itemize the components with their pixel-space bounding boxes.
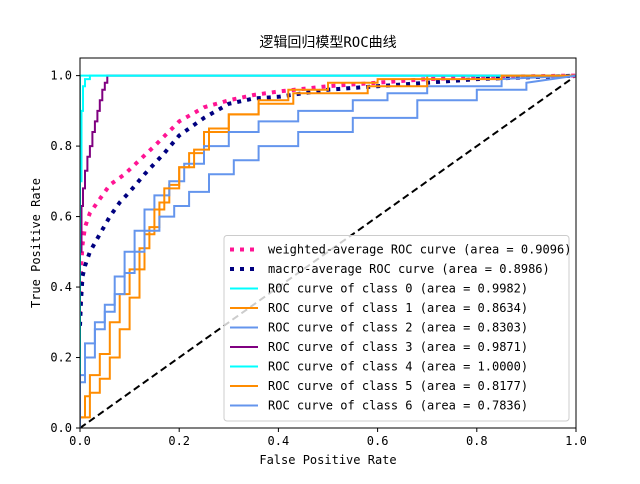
legend-label: ROC curve of class 2 (area = 0.8303) — [268, 321, 528, 335]
series-line-roc-curve-of-class-4 — [80, 74, 576, 428]
legend-label: ROC curve of class 1 (area = 0.8634) — [268, 301, 528, 315]
diagonal-reference-line — [80, 74, 576, 428]
x-tick-label: 1.0 — [565, 434, 587, 448]
series-line-macro-average-roc-curve — [80, 73, 576, 326]
y-tick-label: 0.0 — [50, 421, 72, 435]
x-tick-label: 0.0 — [69, 434, 91, 448]
legend-box — [223, 235, 570, 422]
legend-label: ROC curve of class 4 (area = 1.0000) — [268, 360, 528, 374]
y-tick-label: 0.4 — [50, 280, 72, 294]
legend-label: ROC curve of class 0 (area = 0.9982) — [268, 282, 528, 296]
legend-label: ROC curve of class 6 (area = 0.7836) — [268, 399, 528, 413]
legend-label: weighted-average ROC curve (area = 0.909… — [268, 243, 571, 257]
y-axis-label: True Positive Rate — [29, 178, 43, 308]
series-line-roc-curve-of-class-6 — [80, 74, 576, 428]
legend-label: ROC curve of class 5 (area = 0.8177) — [268, 379, 528, 393]
x-tick-label: 0.6 — [367, 434, 389, 448]
legend-label: macro-average ROC curve (area = 0.8986) — [268, 262, 550, 276]
legend-label: ROC curve of class 3 (area = 0.9871) — [268, 340, 528, 354]
y-tick-label: 1.0 — [50, 69, 72, 83]
legend: weighted-average ROC curve (area = 0.909… — [223, 235, 571, 422]
chart-title: 逻辑回归模型ROC曲线 — [259, 34, 396, 51]
x-tick-label: 0.2 — [168, 434, 190, 448]
series-line-weighted-average-roc-curve — [80, 73, 576, 316]
series-line-roc-curve-of-class-5 — [80, 74, 576, 428]
y-tick-label: 0.8 — [50, 139, 72, 153]
plot-area — [80, 73, 576, 428]
x-tick-label: 0.8 — [466, 434, 488, 448]
plot-frame — [79, 57, 577, 429]
y-tick-label: 0.6 — [50, 210, 72, 224]
axis-ticks: 0.0 0.2 0.4 0.6 0.8 1.0 0.0 0.2 0.4 0.6 0.8 1.0 — [50, 69, 587, 448]
series-line-roc-curve-of-class-3 — [80, 74, 576, 428]
y-tick-label: 0.2 — [50, 351, 72, 365]
x-tick-label: 0.4 — [268, 434, 290, 448]
x-axis-label: False Positive Rate — [259, 453, 396, 467]
